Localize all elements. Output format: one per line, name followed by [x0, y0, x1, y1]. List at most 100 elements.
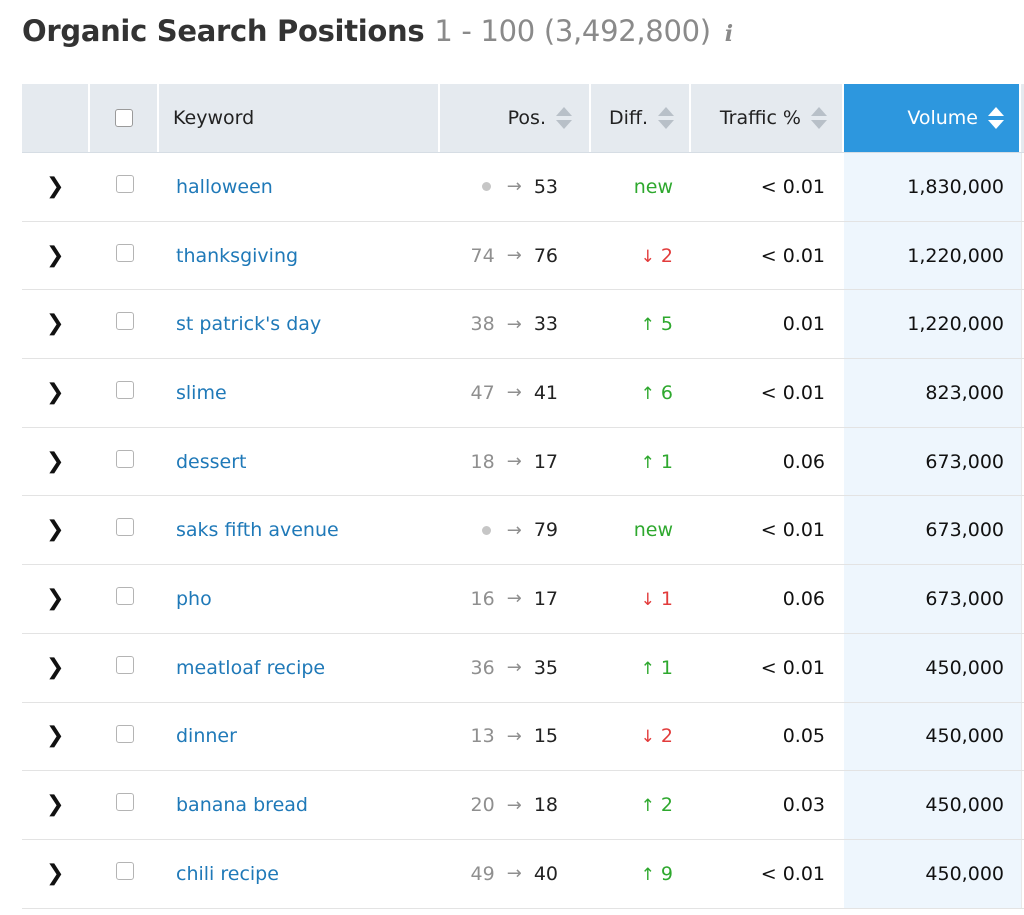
header-keyword[interactable]: Keyword	[159, 84, 440, 152]
select-all-checkbox[interactable]	[114, 109, 133, 127]
diff-cell: ↑ 2	[591, 771, 691, 839]
position-cell: 74 → 76	[440, 222, 591, 290]
expand-row-button[interactable]: ❯	[22, 565, 90, 633]
traffic-value: 0.06	[782, 587, 825, 610]
row-checkbox[interactable]	[115, 449, 134, 468]
chevron-right-icon: ❯	[46, 448, 65, 474]
volume-value: 1,220,000	[907, 313, 1004, 336]
volume-value: 450,000	[925, 725, 1004, 748]
row-checkbox[interactable]	[115, 518, 134, 537]
table-row: ❯ st patrick's day 38 → 33 ↑ 5 0.01 1,220,000	[22, 290, 1024, 360]
header-pos-label: Pos.	[507, 107, 546, 129]
row-filler	[1021, 359, 1024, 427]
header-pos[interactable]: Pos.	[440, 84, 591, 152]
row-checkbox[interactable]	[115, 243, 134, 262]
keyword-link[interactable]: halloween	[176, 175, 273, 198]
arrow-up-icon: ↑	[640, 796, 655, 817]
volume-value: 673,000	[925, 450, 1004, 473]
keyword-cell: slime	[159, 359, 440, 427]
expand-row-button[interactable]: ❯	[22, 840, 90, 908]
previous-position: 13	[470, 725, 495, 748]
keyword-link[interactable]: meatloaf recipe	[176, 656, 326, 679]
header-diff[interactable]: Diff.	[591, 84, 691, 152]
expand-row-button[interactable]: ❯	[22, 359, 90, 427]
chevron-right-icon: ❯	[46, 242, 65, 268]
table-row: ❯ meatloaf recipe 36 → 35 ↑ 1 < 0.01 450,000	[22, 633, 1024, 703]
expand-row-button[interactable]: ❯	[22, 703, 90, 771]
diff-change: ↓ 1	[641, 588, 673, 610]
row-checkbox[interactable]	[115, 381, 134, 400]
traffic-value: 0.06	[782, 450, 825, 473]
header-traffic[interactable]: Traffic %	[691, 84, 844, 152]
expand-row-button[interactable]: ❯	[22, 290, 90, 358]
expand-row-button[interactable]: ❯	[22, 634, 90, 702]
row-checkbox[interactable]	[115, 793, 134, 812]
page-title: Organic Search Positions	[22, 14, 425, 48]
row-checkbox[interactable]	[115, 175, 134, 193]
keyword-link[interactable]: dessert	[176, 450, 247, 473]
traffic-cell: < 0.01	[691, 359, 844, 427]
expand-row-button[interactable]: ❯	[22, 428, 90, 496]
keyword-link[interactable]: dinner	[176, 725, 237, 748]
expand-row-button[interactable]: ❯	[22, 771, 90, 839]
info-icon[interactable]: i	[724, 21, 734, 47]
expand-row-button[interactable]: ❯	[22, 496, 90, 564]
row-select-cell	[90, 290, 159, 358]
arrow-up-icon: ↑	[640, 315, 655, 336]
new-position-dot-icon	[481, 525, 491, 535]
diff-value: 2	[660, 794, 673, 817]
row-checkbox[interactable]	[115, 861, 134, 880]
row-select-cell	[90, 634, 159, 702]
keyword-link[interactable]: st patrick's day	[176, 313, 322, 336]
traffic-value: 0.05	[782, 725, 825, 748]
diff-value: 9	[660, 862, 673, 885]
previous-position: 36	[470, 656, 495, 679]
current-position: 41	[533, 381, 558, 404]
sort-active-icon[interactable]	[988, 105, 1004, 131]
sort-icon[interactable]	[658, 105, 674, 131]
current-position: 17	[533, 587, 558, 610]
row-checkbox[interactable]	[115, 655, 134, 674]
expand-row-button[interactable]: ❯	[22, 222, 90, 290]
keyword-link[interactable]: chili recipe	[176, 862, 279, 885]
row-checkbox[interactable]	[115, 724, 134, 743]
volume-cell: 1,830,000	[844, 153, 1021, 221]
traffic-value: < 0.01	[760, 175, 825, 198]
row-filler	[1021, 839, 1024, 908]
row-checkbox[interactable]	[115, 312, 134, 331]
chevron-right-icon: ❯	[46, 517, 65, 543]
keyword-link[interactable]: pho	[176, 587, 212, 610]
diff-value: 5	[660, 313, 673, 336]
diff-cell: new	[591, 153, 691, 221]
sort-icon[interactable]	[556, 105, 572, 131]
keyword-cell: saks fifth avenue	[159, 496, 440, 564]
traffic-cell: < 0.01	[691, 634, 844, 702]
row-checkbox[interactable]	[115, 587, 134, 606]
keyword-link[interactable]: banana bread	[176, 794, 308, 817]
diff-change: ↑ 6	[641, 382, 673, 404]
header-volume[interactable]: Volume	[844, 84, 1021, 152]
keyword-link[interactable]: thanksgiving	[176, 244, 299, 267]
table-row: ❯ thanksgiving 74 → 76 ↓ 2 < 0.01 1,220,000	[22, 221, 1024, 291]
current-position: 35	[533, 656, 558, 679]
row-select-cell	[90, 428, 159, 496]
table-row: ❯ pho 16 → 17 ↓ 1 0.06 673,000	[22, 565, 1024, 634]
table-body: ❯ halloween → 53 new < 0.01 1,830,000 ❯ thanksgi…	[22, 153, 1024, 909]
keyword-link[interactable]: saks fifth avenue	[176, 519, 339, 542]
arrow-right-icon: →	[506, 176, 522, 198]
table-header: Keyword Pos. Diff. Traffic % Volume	[22, 84, 1024, 153]
keyword-cell: dinner	[159, 703, 440, 771]
volume-cell: 673,000	[844, 496, 1021, 565]
traffic-cell: < 0.01	[691, 840, 844, 908]
current-position: 40	[533, 862, 558, 885]
diff-cell: ↓ 2	[591, 703, 691, 771]
position-cell: 49 → 40	[440, 840, 591, 908]
position-cell: 38 → 33	[440, 290, 591, 358]
keyword-link[interactable]: slime	[176, 381, 227, 404]
positions-table: Keyword Pos. Diff. Traffic % Volume ❯ hal…	[22, 84, 1024, 909]
expand-row-button[interactable]: ❯	[22, 153, 90, 221]
arrow-up-icon: ↑	[640, 452, 655, 473]
arrow-right-icon: →	[506, 863, 522, 885]
chevron-right-icon: ❯	[46, 792, 65, 818]
sort-icon[interactable]	[811, 105, 827, 131]
